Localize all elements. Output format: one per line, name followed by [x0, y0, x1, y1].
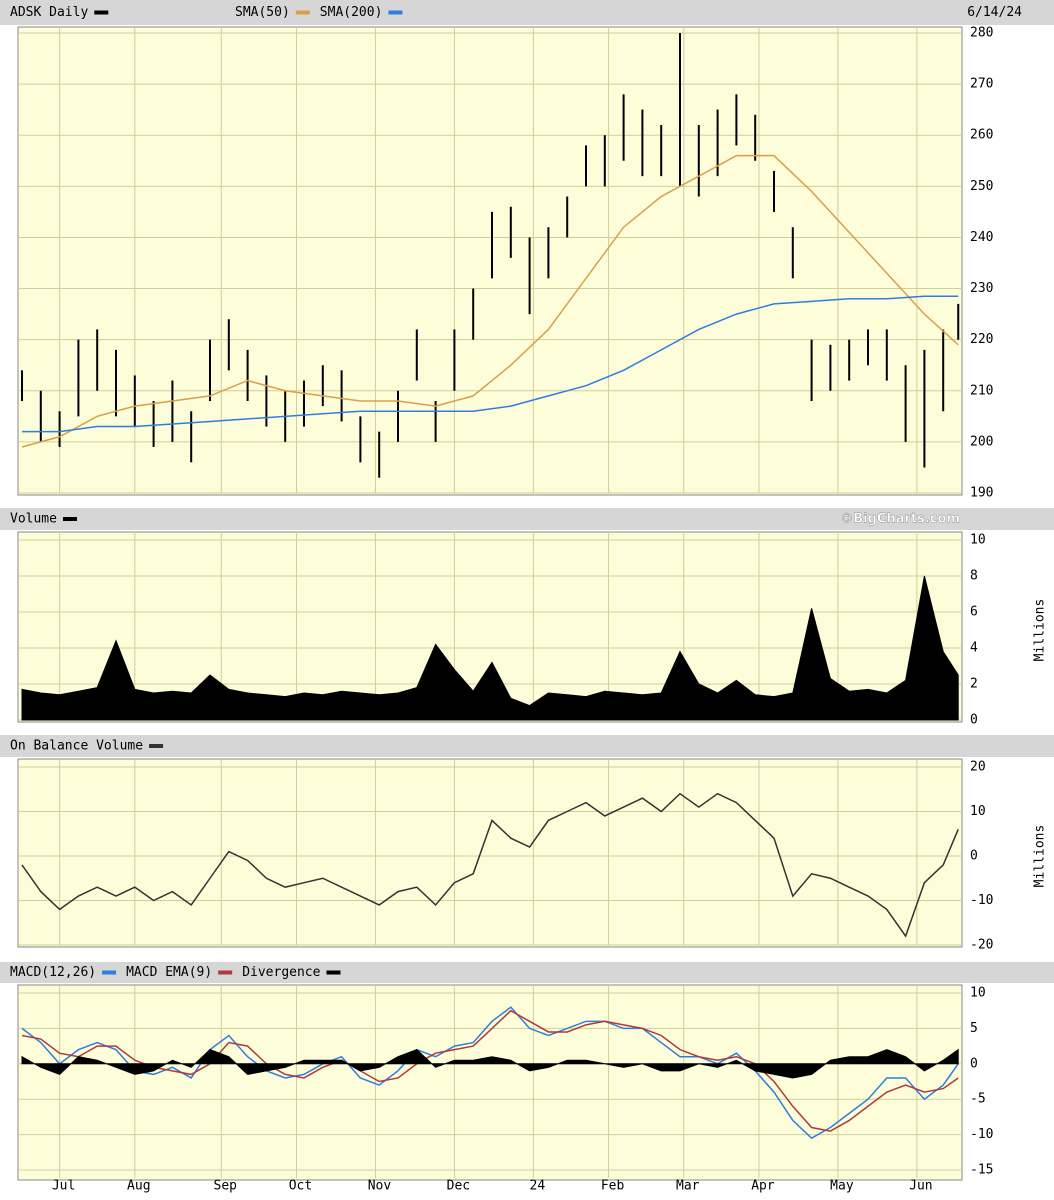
legend-swatch — [62, 517, 77, 521]
x-tick-label: Sep — [214, 1179, 238, 1194]
y-tick-label: 0 — [970, 713, 978, 728]
legend-swatch — [388, 10, 403, 15]
y-tick-label: 190 — [970, 486, 993, 501]
y-tick-label: -5 — [970, 1092, 986, 1107]
y-tick-label: 4 — [970, 641, 978, 656]
legend-swatch — [326, 970, 341, 975]
legend-label: SMA(200) — [320, 5, 383, 20]
y-tick-label: 10 — [970, 986, 986, 1001]
y-tick-label: 10 — [970, 804, 986, 819]
y-tick-label: 230 — [970, 281, 993, 296]
y-tick-label: 240 — [970, 230, 993, 245]
legend-label: On Balance Volume — [10, 739, 143, 754]
x-tick-label: Apr — [751, 1179, 775, 1194]
y-tick-label: -20 — [970, 938, 993, 953]
legend-swatch — [295, 10, 310, 15]
legend-label: MACD(12,26) — [10, 965, 96, 980]
panel-header — [0, 0, 1054, 25]
x-tick-label: Nov — [368, 1179, 392, 1194]
y-tick-label: -15 — [970, 1163, 993, 1178]
y-tick-label: 270 — [970, 77, 993, 92]
legend-label: ADSK Daily — [10, 5, 88, 20]
y-tick-label: 20 — [970, 760, 986, 775]
date-label: 6/14/24 — [967, 5, 1022, 20]
y-tick-label: 2 — [970, 677, 978, 692]
x-tick-label: 24 — [530, 1179, 546, 1194]
x-tick-label: Mar — [676, 1179, 700, 1194]
legend-swatch — [102, 970, 117, 975]
plot-area — [17, 26, 963, 496]
legend-label: SMA(50) — [235, 5, 290, 20]
x-tick-label: Dec — [447, 1179, 470, 1194]
y-tick-label: 8 — [970, 569, 978, 584]
y-tick-label: -10 — [970, 1127, 993, 1142]
legend-swatch — [218, 970, 233, 975]
y-tick-label: 210 — [970, 383, 993, 398]
x-tick-label: Jul — [52, 1179, 75, 1194]
legend-label: MACD EMA(9) — [126, 965, 212, 980]
legend-swatch — [149, 744, 164, 748]
panel-header — [0, 508, 1054, 530]
source-label: ©BigCharts.com — [840, 512, 960, 527]
y-tick-label: 250 — [970, 179, 993, 194]
y-tick-label: 220 — [970, 332, 993, 347]
y-tick-label: 280 — [970, 26, 993, 41]
line — [21, 154, 959, 448]
y-tick-label: 5 — [970, 1021, 978, 1036]
y-tick-label: 6 — [970, 605, 978, 620]
line — [21, 1009, 959, 1132]
y-axis-label: Millions — [1033, 599, 1048, 662]
x-tick-label: Feb — [601, 1179, 625, 1194]
panel-header — [0, 962, 1054, 983]
line — [21, 1006, 959, 1140]
x-tick-label: Aug — [127, 1179, 150, 1194]
legend-label: Volume — [10, 512, 57, 527]
line — [22, 295, 959, 433]
plot-area — [17, 984, 963, 1181]
legend-label: Divergence — [242, 965, 320, 980]
area — [21, 1048, 959, 1079]
y-axis-label: Millions — [1033, 825, 1048, 888]
panel-header — [0, 735, 1054, 757]
x-tick-label: Jun — [909, 1179, 932, 1194]
y-tick-label: 0 — [970, 1056, 978, 1071]
x-tick-label: Oct — [289, 1179, 312, 1194]
x-tick-label: May — [830, 1179, 854, 1194]
plot-area — [17, 758, 963, 948]
y-tick-label: 0 — [970, 849, 978, 864]
area — [21, 575, 959, 721]
legend-swatch — [94, 10, 109, 15]
y-tick-label: 260 — [970, 128, 993, 143]
y-tick-label: -10 — [970, 893, 993, 908]
line — [21, 792, 959, 938]
y-tick-label: 10 — [970, 533, 986, 548]
y-tick-label: 200 — [970, 434, 993, 449]
